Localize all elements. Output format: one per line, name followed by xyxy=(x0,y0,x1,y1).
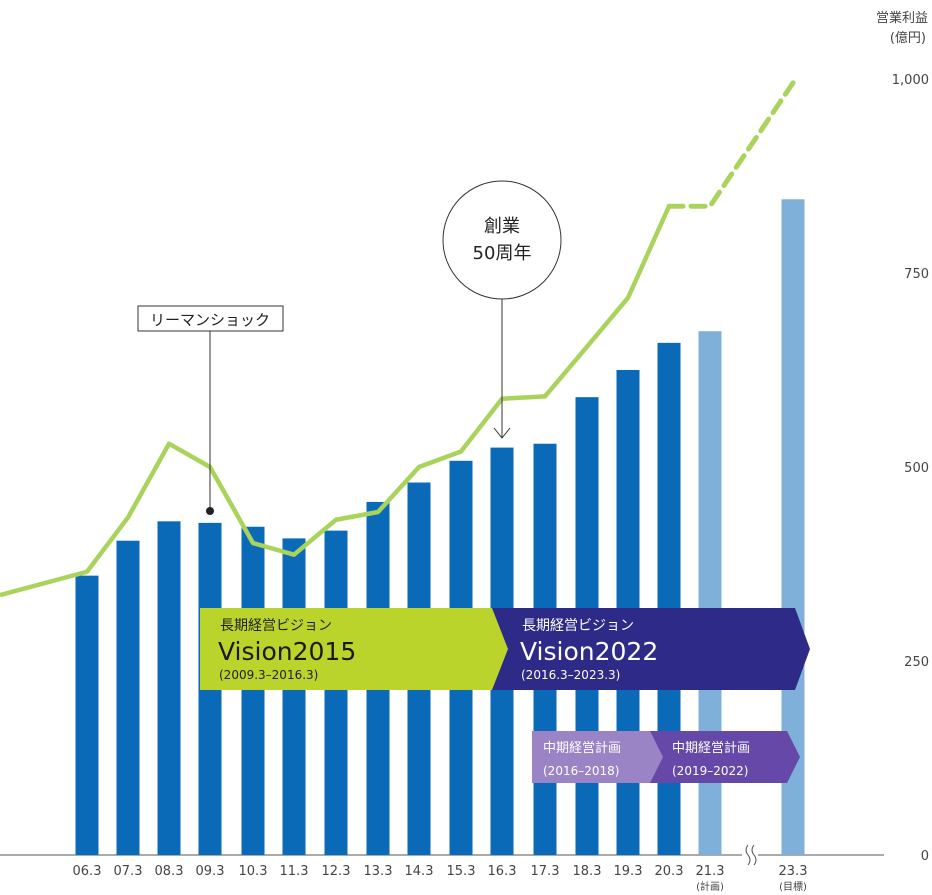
bar-12.3 xyxy=(324,530,348,855)
vision2015-title: Vision2015 xyxy=(218,637,356,666)
bar-11.3 xyxy=(282,538,306,855)
midterm1-heading: 中期経営計画 xyxy=(543,740,621,756)
midterm-2016-ribbon: 中期経営計画 (2016–2018) xyxy=(532,731,665,783)
vision2022-period: (2016.3–2023.3) xyxy=(521,668,620,682)
line-plan xyxy=(666,80,796,209)
bar-10.3 xyxy=(241,526,265,855)
x-tick-label: 16.3 xyxy=(488,864,517,879)
x-tick-label: 12.3 xyxy=(322,864,351,879)
x-tick-label: 11.3 xyxy=(280,864,309,879)
x-tick-label: 09.3 xyxy=(196,864,225,879)
x-tick-label: 10.3 xyxy=(239,864,268,879)
bar-21.3 xyxy=(698,331,722,855)
axis-break-mark xyxy=(742,844,758,866)
vision2015-period: (2009.3–2016.3) xyxy=(219,668,318,682)
midterm2-period: (2019–2022) xyxy=(672,764,748,778)
y-axis-unit: (億円) xyxy=(890,30,926,46)
midterm-2019-ribbon: 中期経営計画 (2019–2022) xyxy=(650,731,800,783)
vision2015-heading: 長期経営ビジョン xyxy=(220,618,332,634)
anniversary-line1: 創業 xyxy=(484,216,520,237)
y-tick-label: 0 xyxy=(921,849,929,864)
x-tick-label: 20.3 xyxy=(655,864,684,879)
x-tick-label: 08.3 xyxy=(155,864,184,879)
y-axis-title: 営業利益 xyxy=(876,10,928,26)
anniversary-callout: 創業 50周年 xyxy=(442,180,562,439)
line-actual xyxy=(0,205,672,598)
x-tick-label: 17.3 xyxy=(531,864,560,879)
x-tick-sublabel: (目標) xyxy=(779,880,807,893)
x-tick-label: 06.3 xyxy=(73,864,102,879)
x-tick-sublabel: (計画) xyxy=(696,880,724,893)
x-tick-label: 14.3 xyxy=(405,864,434,879)
y-tick-label: 1,000 xyxy=(892,73,929,88)
lehman-marker xyxy=(206,507,214,515)
x-tick-label: 13.3 xyxy=(364,864,393,879)
x-tick-label: 19.3 xyxy=(614,864,643,879)
x-tick-label: 21.3 xyxy=(696,864,725,879)
bar-08.3 xyxy=(157,521,181,855)
x-tick-label: 23.3 xyxy=(779,864,808,879)
x-tick-label: 07.3 xyxy=(114,864,143,879)
anniversary-line2: 50周年 xyxy=(473,243,532,264)
bar-23.3 xyxy=(781,199,805,855)
bar-20.3 xyxy=(657,342,681,856)
vision2015-ribbon: 長期経営ビジョン Vision2015 (2009.3–2016.3) xyxy=(200,608,510,690)
y-axis-ticks: 0 250 500 750 1,000 xyxy=(892,73,929,864)
vision2022-ribbon: 長期経営ビジョン Vision2022 (2016.3–2023.3) xyxy=(492,608,810,690)
x-tick-label: 15.3 xyxy=(447,864,476,879)
vision2022-title: Vision2022 xyxy=(520,637,658,666)
y-tick-label: 250 xyxy=(904,655,929,670)
bar-06.3 xyxy=(75,575,99,855)
midterm2-heading: 中期経営計画 xyxy=(672,740,750,756)
vision2022-heading: 長期経営ビジョン xyxy=(522,618,634,634)
bar-07.3 xyxy=(116,540,140,855)
y-tick-label: 750 xyxy=(904,267,929,282)
y-tick-label: 500 xyxy=(904,461,929,476)
midterm1-period: (2016–2018) xyxy=(543,764,619,778)
x-axis-ticks: 06.3 07.3 08.3 09.3 10.3 11.3 12.3 13.3 14.3 15.3… xyxy=(73,864,808,893)
x-tick-label: 18.3 xyxy=(573,864,602,879)
lehman-label: リーマンショック xyxy=(150,311,270,329)
lehman-callout: リーマンショック xyxy=(137,305,284,515)
